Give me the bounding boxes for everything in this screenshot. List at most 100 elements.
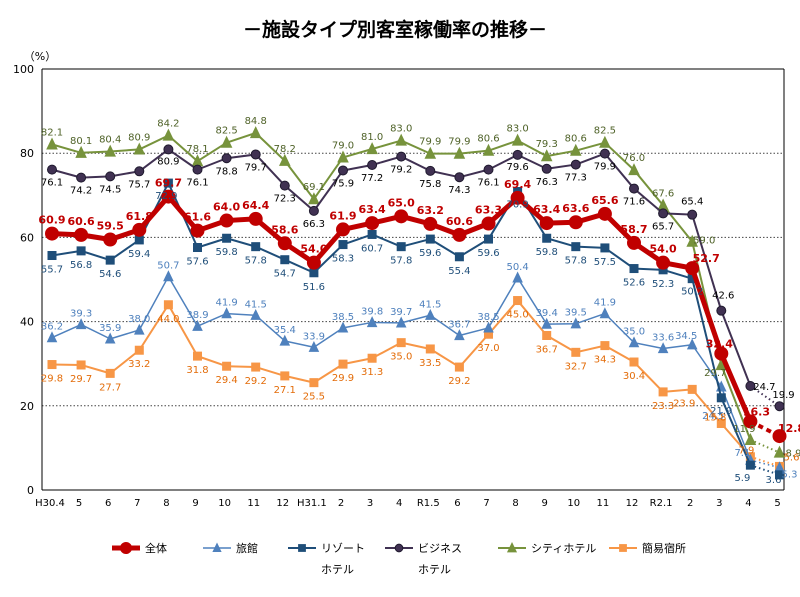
data-point-all [248, 211, 263, 226]
data-label-simple: 30.4 [623, 371, 645, 382]
data-point-all [132, 222, 147, 237]
data-label-city: 76.0 [623, 153, 645, 164]
data-point-simple [134, 345, 144, 355]
data-point-ryokan [279, 334, 291, 346]
x-tick-label: H30.4 [35, 498, 65, 509]
series-line-dotted-simple [750, 455, 780, 468]
data-point-resort [629, 264, 639, 274]
series-layer [45, 126, 787, 480]
data-point-simple [425, 344, 435, 354]
data-point-resort [745, 460, 755, 470]
data-label-resort: 52.6 [623, 278, 645, 289]
data-label-simple: 29.4 [215, 375, 237, 386]
x-tick-label: 2 [687, 498, 693, 509]
data-point-simple [309, 378, 319, 388]
data-label-resort: 57.8 [390, 256, 412, 267]
data-point-business [47, 164, 57, 175]
data-label-resort: 72.9 [155, 191, 177, 202]
data-label-simple: 34.3 [594, 355, 616, 366]
data-point-ryokan [192, 319, 203, 331]
data-label-city: 67.6 [652, 188, 674, 199]
data-point-city [366, 142, 378, 155]
data-point-all [772, 429, 787, 444]
data-point-business [396, 151, 407, 162]
data-point-ryokan [366, 316, 378, 328]
data-point-ryokan [250, 308, 261, 320]
data-label-simple: 36.7 [536, 344, 558, 355]
series-resort [47, 178, 784, 480]
data-label-city: 82.5 [215, 126, 237, 137]
series-line-ryokan [51, 275, 752, 461]
data-label-city: 78.1 [186, 144, 208, 155]
legend-swatch-marker [298, 544, 306, 552]
data-point-all [627, 235, 641, 250]
data-label-resort: 54.7 [274, 269, 296, 280]
data-label-city: 29.7 [704, 368, 726, 379]
data-label-business: 77.3 [565, 173, 587, 184]
data-label-all: 65.6 [591, 194, 618, 207]
data-point-ryokan [657, 342, 669, 354]
data-label-simple: 23.3 [652, 401, 674, 412]
data-label-resort: 3.6 [766, 475, 782, 486]
data-label-city: 80.1 [70, 136, 92, 147]
data-point-resort [454, 252, 464, 262]
data-label-all: 63.4 [359, 203, 386, 216]
data-label-resort: 21.9 [710, 406, 732, 417]
data-label-simple: 32.7 [565, 361, 587, 372]
data-label-simple: 29.2 [245, 376, 267, 387]
data-label-ryokan: 38.0 [128, 314, 150, 325]
series-all [45, 189, 787, 444]
data-point-simple [542, 330, 552, 340]
data-point-ryokan [599, 307, 611, 319]
data-label-city: 83.0 [390, 124, 412, 135]
data-point-resort [396, 242, 406, 252]
series-line-dotted-ryokan [750, 459, 780, 469]
x-tick-label: 7 [134, 498, 140, 509]
series-city [46, 126, 786, 458]
data-label-resort: 50.2 [681, 287, 703, 298]
data-point-ryokan [483, 321, 494, 333]
data-point-ryokan [541, 317, 552, 329]
data-point-business [454, 172, 465, 183]
data-point-ryokan [337, 321, 349, 333]
data-point-resort [134, 235, 144, 245]
data-point-city [511, 133, 524, 146]
data-label-simple: 29.7 [70, 374, 92, 385]
x-tick-label: 6 [105, 498, 111, 509]
data-label-ryokan: 50.4 [506, 262, 528, 273]
data-point-simple [687, 384, 697, 394]
data-label-resort: 52.3 [652, 279, 674, 290]
data-label-resort: 59.6 [477, 248, 499, 259]
data-point-all [336, 222, 350, 237]
data-label-city: 79.3 [536, 139, 558, 150]
data-label-simple: 27.1 [274, 385, 296, 396]
data-label-ryokan: 39.8 [361, 306, 383, 317]
data-label-ryokan: 34.5 [675, 331, 697, 342]
data-point-business [716, 305, 727, 316]
data-label-resort: 54.6 [99, 269, 121, 280]
data-point-simple [47, 360, 57, 370]
data-point-simple [658, 387, 668, 397]
data-label-all: 60.9 [38, 214, 65, 227]
data-label-city: 80.6 [477, 134, 499, 145]
data-point-ryokan [454, 329, 465, 341]
data-point-city [249, 126, 262, 139]
data-label-simple: 33.2 [128, 359, 150, 370]
x-tick-label: 3 [367, 498, 373, 509]
data-label-city: 83.0 [506, 124, 528, 135]
data-point-simple [76, 360, 86, 370]
data-label-all: 61.9 [329, 209, 356, 222]
data-label-business: 75.7 [128, 179, 150, 190]
data-label-resort: 60.7 [361, 243, 383, 254]
data-label-ryokan: 24.5 [702, 411, 724, 422]
data-point-business [279, 180, 290, 191]
data-point-ryokan [512, 271, 523, 283]
data-point-all [685, 261, 700, 276]
data-label-all: 32.4 [706, 338, 733, 351]
data-label-all: 61.6 [184, 211, 211, 224]
x-tick-label: 6 [454, 498, 460, 509]
data-point-all [394, 209, 409, 224]
data-label-all: 60.6 [68, 215, 95, 228]
data-label-ryokan: 7.1 [734, 448, 750, 459]
series-simple [47, 296, 784, 471]
